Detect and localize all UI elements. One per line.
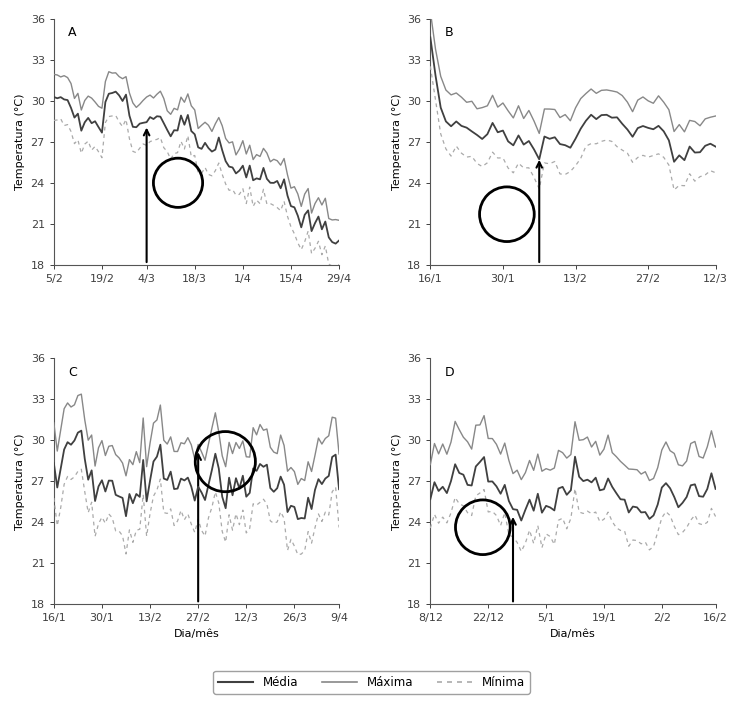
X-axis label: Dia/mês: Dia/mês: [174, 628, 219, 639]
Y-axis label: Temperatura (°C): Temperatura (°C): [15, 433, 25, 529]
Text: C: C: [68, 366, 77, 379]
Y-axis label: Temperatura (°C): Temperatura (°C): [392, 93, 401, 191]
Text: D: D: [444, 366, 454, 379]
Text: A: A: [68, 27, 77, 39]
Y-axis label: Temperatura (°C): Temperatura (°C): [15, 93, 25, 191]
X-axis label: Dia/mês: Dia/mês: [550, 628, 596, 639]
Text: B: B: [444, 27, 453, 39]
Y-axis label: Temperatura (°C): Temperatura (°C): [392, 433, 401, 529]
Legend: Média, Máxima, Mínima: Média, Máxima, Mínima: [213, 671, 530, 694]
